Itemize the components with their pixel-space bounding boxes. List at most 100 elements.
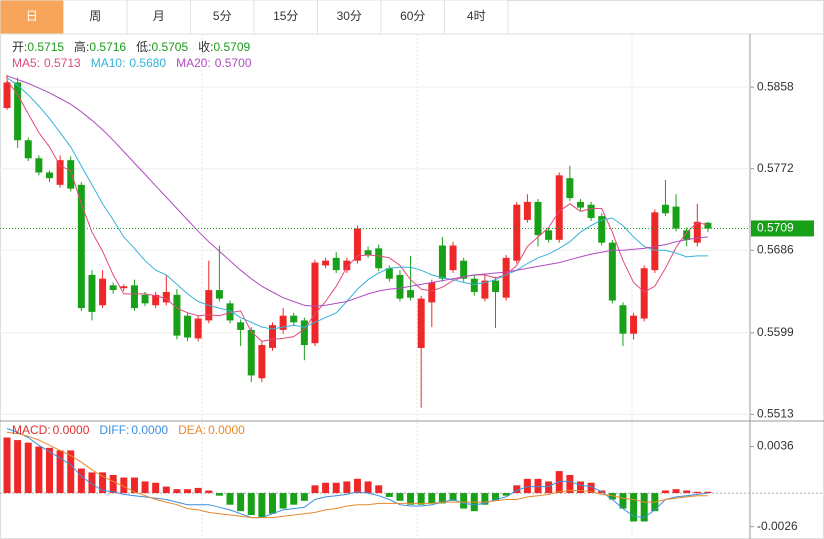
tab-label[interactable]: 5分	[213, 9, 232, 23]
macd-bar	[502, 493, 510, 496]
candle-body	[3, 82, 11, 109]
macd-bar	[343, 481, 351, 494]
tab[interactable]	[380, 0, 445, 35]
ohlc-value: 0.5709	[213, 40, 250, 54]
candle-body	[152, 294, 160, 306]
macd-bar	[99, 472, 107, 494]
candle-body	[523, 201, 531, 220]
macd-bar	[24, 442, 32, 494]
macd-bar	[438, 493, 446, 504]
macd-bar	[428, 493, 436, 504]
ma-line	[6, 80, 708, 342]
candle-body	[640, 268, 648, 319]
ohlc-info: 高:0.5716	[74, 39, 126, 54]
candle-body	[385, 268, 393, 279]
macd-legend-value: 0.0000	[131, 423, 168, 437]
ohlc-info: 开:0.5715	[12, 40, 64, 54]
candle-body	[492, 280, 500, 292]
macd-bar	[205, 490, 213, 494]
candle-body	[120, 286, 128, 289]
tab-label[interactable]: 4时	[467, 9, 486, 23]
tab-label[interactable]: 60分	[400, 9, 425, 23]
macd-bar	[279, 493, 287, 509]
macd-bar	[630, 493, 638, 522]
y-tick-label: 0.5599	[757, 325, 794, 339]
ma-legend-name: MA20:	[176, 56, 211, 70]
macd-bar	[269, 493, 276, 514]
ohlc-value: 0.5716	[89, 40, 126, 54]
macd-bar	[534, 478, 542, 494]
macd-bar	[45, 447, 53, 494]
macd-bar	[109, 474, 117, 494]
macd-bar	[385, 493, 393, 497]
candle-body	[608, 242, 616, 301]
candle-body	[375, 248, 383, 269]
tab[interactable]	[253, 0, 318, 35]
candle-body	[587, 204, 595, 219]
macd-bar	[130, 477, 138, 494]
candle-body	[35, 158, 43, 173]
candle-body	[630, 315, 638, 334]
tab[interactable]	[0, 0, 64, 35]
macd-legend-value: 0.0000	[208, 423, 245, 437]
macd-bar	[608, 493, 616, 500]
tab-label[interactable]: 周	[89, 9, 101, 23]
candle-body	[555, 175, 563, 240]
candle-body	[130, 285, 138, 309]
macd-bar	[587, 482, 595, 494]
macd-bar	[683, 490, 691, 494]
macd-bar	[555, 471, 563, 494]
tab-label[interactable]: 15分	[273, 9, 298, 23]
candle-body	[141, 294, 149, 304]
macd-bar	[545, 481, 553, 494]
macd-legend: DIFF: 0.0000	[99, 423, 168, 437]
ohlc-label: 低:	[136, 40, 151, 54]
macd-bar	[35, 446, 43, 494]
tab[interactable]	[190, 0, 255, 35]
candle-body	[598, 216, 606, 243]
candle-body	[215, 290, 223, 299]
current-price-box	[751, 220, 814, 237]
tab[interactable]	[126, 0, 191, 35]
candle-body	[226, 303, 234, 321]
macd-bar	[353, 478, 361, 494]
ma-legend-value: 0.5700	[215, 56, 252, 70]
macd-bar	[152, 482, 160, 494]
macd-bar	[619, 493, 627, 509]
tab-label[interactable]: 月	[153, 9, 165, 23]
macd-bar	[258, 493, 266, 518]
macd-bar	[364, 481, 372, 494]
macd-bar	[194, 487, 202, 494]
macd-legend: DEA: 0.0000	[178, 423, 245, 437]
candle-body	[470, 278, 478, 292]
macd-bar	[67, 450, 75, 494]
macd-legend-name: DIFF:	[99, 423, 129, 437]
tab[interactable]	[63, 0, 128, 35]
tab[interactable]	[444, 0, 509, 35]
candle-body	[396, 274, 404, 299]
macd-bar	[396, 493, 404, 501]
tab-label[interactable]: 30分	[337, 9, 362, 23]
macd-bar	[3, 437, 11, 494]
macd-bar	[226, 493, 234, 505]
macd-bar	[523, 478, 531, 494]
candle-body	[237, 322, 245, 330]
ma-legend: MA10: 0.5680	[91, 56, 167, 70]
ohlc-info: 收:0.5709	[198, 40, 250, 54]
ma-legend-name: MA5:	[12, 56, 40, 70]
candle-body	[99, 278, 107, 306]
tab[interactable]	[317, 0, 382, 35]
ma-legend-value: 0.5680	[129, 56, 166, 70]
candle-body	[45, 172, 53, 179]
candle-body	[353, 228, 361, 261]
ohlc-value: 0.5715	[27, 40, 64, 54]
ohlc-info: 低:0.5705	[136, 40, 188, 54]
ma-line	[6, 75, 708, 307]
macd-bar	[566, 474, 574, 494]
tab-label[interactable]: 日	[26, 9, 38, 23]
candle-body	[300, 320, 308, 346]
candle-body	[343, 260, 351, 271]
macd-bar	[247, 493, 255, 516]
